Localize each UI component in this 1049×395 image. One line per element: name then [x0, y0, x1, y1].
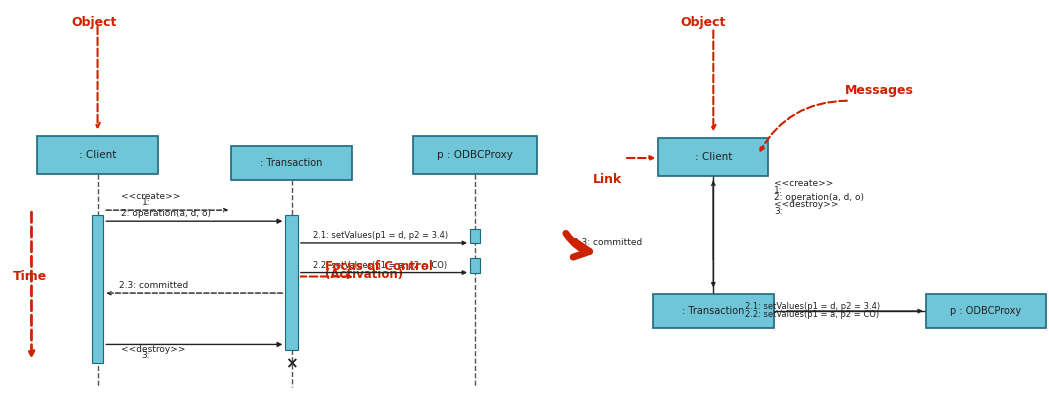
Text: ×: ×	[285, 356, 298, 371]
FancyBboxPatch shape	[659, 138, 768, 176]
Text: 3:: 3:	[142, 351, 150, 360]
Text: <<destroy>>: <<destroy>>	[121, 344, 185, 354]
Text: Messages: Messages	[844, 85, 914, 97]
Text: Object: Object	[71, 16, 116, 29]
FancyBboxPatch shape	[925, 294, 1046, 328]
Text: 3:: 3:	[774, 207, 783, 216]
Text: Time: Time	[13, 270, 47, 283]
Text: <<create>>: <<create>>	[774, 179, 834, 188]
Text: Object: Object	[680, 16, 726, 29]
Text: : Client: : Client	[694, 152, 732, 162]
FancyBboxPatch shape	[413, 136, 537, 174]
Text: 2.3: committed: 2.3: committed	[119, 281, 188, 290]
FancyBboxPatch shape	[92, 215, 103, 363]
Text: 1:: 1:	[774, 186, 783, 195]
Text: 2: operation(a, d, o): 2: operation(a, d, o)	[121, 209, 211, 218]
Text: <<create>>: <<create>>	[121, 192, 180, 201]
FancyBboxPatch shape	[38, 136, 157, 174]
Text: p : ODBCProxy: p : ODBCProxy	[437, 150, 513, 160]
Text: 2.3: committed: 2.3: committed	[573, 238, 642, 247]
FancyBboxPatch shape	[231, 146, 352, 180]
Text: (Activation): (Activation)	[325, 268, 403, 281]
Text: : Transaction: : Transaction	[260, 158, 323, 168]
FancyBboxPatch shape	[470, 258, 480, 273]
Text: 2.1: setValues(p1 = d, p2 = 3.4): 2.1: setValues(p1 = d, p2 = 3.4)	[745, 302, 880, 311]
Text: 1:: 1:	[142, 198, 150, 207]
Text: 2.2: setValues(p1 = a, p2 = CO): 2.2: setValues(p1 = a, p2 = CO)	[313, 261, 447, 270]
Text: : Client: : Client	[79, 150, 116, 160]
FancyBboxPatch shape	[470, 229, 480, 243]
Text: Focus of Control: Focus of Control	[325, 260, 433, 273]
Text: : Transaction: : Transaction	[682, 306, 745, 316]
Text: <<destroy>>: <<destroy>>	[774, 200, 838, 209]
Text: p : ODBCProxy: p : ODBCProxy	[950, 306, 1022, 316]
FancyBboxPatch shape	[285, 215, 298, 350]
Text: 2.2: setValues(p1 = a, p2 = CO): 2.2: setValues(p1 = a, p2 = CO)	[745, 310, 879, 319]
Text: Link: Link	[593, 173, 622, 186]
Text: 2: operation(a, d, o): 2: operation(a, d, o)	[774, 193, 864, 202]
FancyBboxPatch shape	[652, 294, 774, 328]
Text: 2.1: setValues(p1 = d, p2 = 3.4): 2.1: setValues(p1 = d, p2 = 3.4)	[313, 231, 448, 240]
